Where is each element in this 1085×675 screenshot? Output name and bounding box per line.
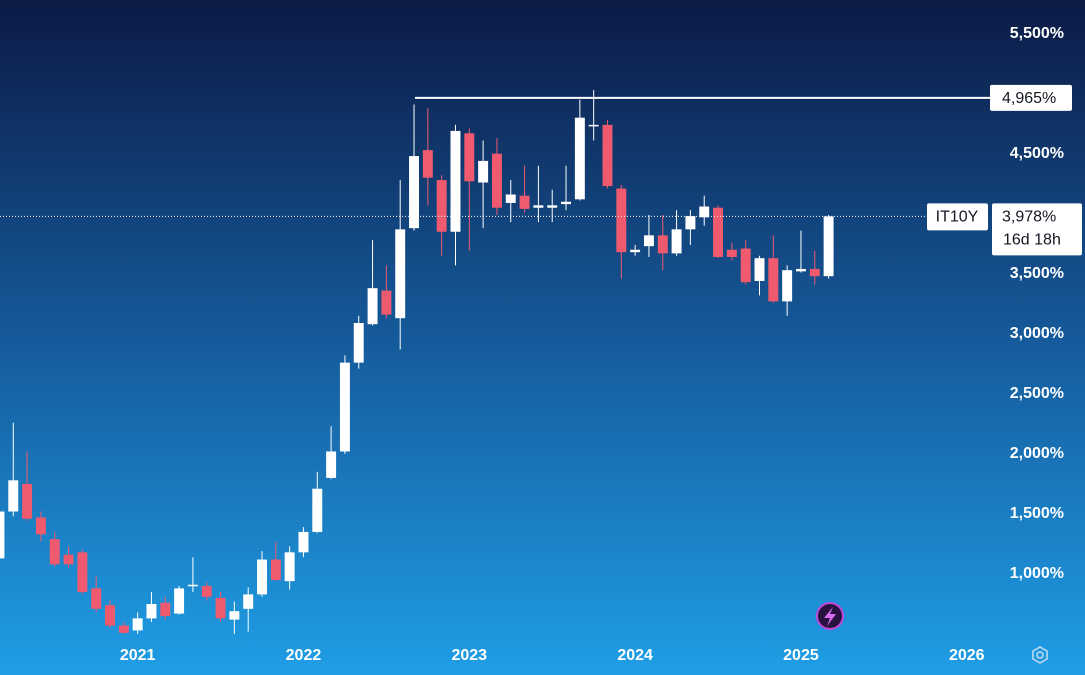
candle-body (77, 552, 88, 592)
y-tick-label: 3,000% (1010, 325, 1064, 342)
candle-body (0, 511, 5, 559)
candle-body (339, 362, 350, 452)
candle-body (174, 588, 185, 614)
candle-body (505, 194, 516, 203)
candle-body (215, 597, 226, 619)
candle-body (91, 588, 102, 609)
candle-body (671, 229, 682, 254)
settings-icon[interactable] (1032, 646, 1048, 664)
y-tick-label: 3,500% (1010, 265, 1064, 282)
candle-body (699, 206, 710, 218)
candle-body (8, 480, 19, 512)
y-tick-label: 2,000% (1010, 445, 1064, 462)
high-label: 4,965% (1002, 90, 1056, 107)
candle-body (436, 180, 447, 232)
symbol-box (927, 203, 988, 231)
candle-body (298, 531, 309, 553)
x-tick-label: 2021 (120, 647, 156, 664)
candle-body (312, 488, 323, 532)
y-tick-label: 1,000% (1010, 565, 1064, 582)
candle-body (657, 235, 668, 254)
candle-body (491, 153, 502, 208)
candle-body (326, 451, 337, 478)
candle-body (823, 216, 834, 277)
last-price-box (992, 203, 1082, 256)
candle-body (160, 602, 171, 616)
x-tick-label: 2026 (949, 647, 985, 664)
candle-body (809, 268, 820, 277)
candle-body (49, 539, 60, 565)
candle-body (381, 290, 392, 315)
last-price-label: 3,978% (1002, 209, 1056, 226)
candle-body (616, 188, 627, 253)
candle-body (270, 559, 281, 580)
y-tick-label: 1,500% (1010, 505, 1064, 522)
candle-body (243, 594, 254, 609)
candle-body (367, 288, 378, 325)
candle-body (132, 618, 143, 631)
candle-body (229, 611, 240, 620)
candle-body (257, 559, 267, 595)
candle-body (519, 195, 530, 209)
x-tick-label: 2023 (451, 647, 487, 664)
plot-area (0, 90, 834, 634)
symbol-label: IT10Y (936, 209, 979, 226)
candle-body (464, 133, 475, 182)
y-tick-label: 5,500% (1010, 25, 1064, 42)
candle-body (22, 483, 33, 519)
high-label-box (990, 84, 1072, 111)
x-tick-label: 2024 (617, 647, 653, 664)
x-tick-label: 2022 (286, 647, 322, 664)
candle-body (795, 268, 806, 272)
candle-body (533, 205, 544, 208)
candle-body (450, 130, 461, 232)
candle-body (118, 625, 129, 633)
y-tick-label: 4,500% (1010, 145, 1064, 162)
candle-body (187, 584, 198, 587)
candle-body (754, 258, 765, 281)
candle-body (561, 201, 571, 205)
candle-body (768, 258, 779, 302)
candle-body (685, 216, 696, 230)
candle-body (63, 554, 74, 565)
y-tick-label: 2,500% (1010, 385, 1064, 402)
flash-icon[interactable] (816, 602, 844, 630)
candle-body (395, 229, 406, 319)
candle-body (630, 249, 641, 253)
candle-body (284, 552, 295, 582)
candle-body (740, 248, 751, 283)
candle-body (478, 160, 489, 183)
candle-body (353, 323, 364, 363)
candle-body (574, 117, 585, 200)
candle-body (643, 235, 654, 247)
candle-body (201, 585, 212, 597)
candle-body (726, 249, 737, 257)
countdown-label: 16d 18h (1003, 232, 1061, 249)
candle-body (422, 150, 433, 178)
candle-body (602, 124, 613, 187)
candle-body (547, 205, 558, 208)
candle-body (146, 603, 157, 619)
candle-body (35, 517, 46, 535)
candle-body (588, 124, 599, 127)
candle-body (782, 270, 793, 302)
candle-body (105, 605, 115, 626)
x-tick-label: 2025 (783, 647, 819, 664)
candle-body (409, 156, 420, 229)
candle-body (713, 207, 724, 257)
